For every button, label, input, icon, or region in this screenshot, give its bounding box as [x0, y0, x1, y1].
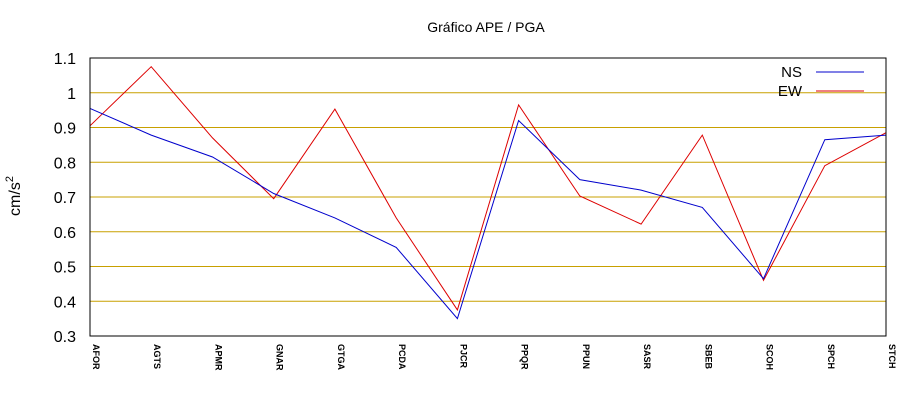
y-axis-label: cm/s2	[4, 176, 24, 216]
x-tick-label: PPQR	[520, 344, 530, 370]
legend: NS EW	[778, 64, 864, 100]
x-tick-label: APMR	[213, 344, 223, 371]
series-lines	[89, 65, 887, 320]
y-tick-label: 1	[67, 86, 76, 103]
x-tick-label: SCOH	[765, 344, 775, 370]
chart-title: Gráfico APE / PGA	[427, 19, 545, 35]
x-tick-label: AGTS	[152, 344, 162, 369]
grid-lines	[90, 92, 886, 302]
y-tick-label: 0.3	[54, 329, 76, 346]
y-tick-label: 1.1	[54, 51, 76, 68]
y-tick-labels: 0.3 0.4 0.5 0.6 0.7 0.8 0.9 1 1.1	[54, 51, 76, 346]
x-tick-label: SBEB	[703, 344, 713, 370]
legend-label-ew: EW	[778, 83, 803, 100]
x-tick-label: GNAR	[275, 344, 285, 371]
y-axis-label-text: cm/s	[7, 182, 24, 216]
plot-frame	[89, 57, 887, 337]
x-tick-label: SASR	[642, 344, 652, 370]
x-tick-labels: AFOR AGTS APMR GNAR GTGA PCDA PJCR PPQR PPUN SASR…	[91, 344, 897, 371]
x-tick-label: PPUN	[581, 344, 591, 369]
svg-text:cm/s2: cm/s2	[4, 176, 24, 216]
x-tick-label: GTGA	[336, 344, 346, 370]
y-tick-label: 0.9	[54, 121, 76, 138]
series-line-ew	[89, 65, 887, 312]
y-tick-label: 0.7	[54, 190, 76, 207]
y-tick-label: 0.6	[54, 225, 76, 242]
x-tick-label: SPCH	[826, 344, 836, 369]
series-line-ns	[89, 107, 887, 320]
x-tick-label: AFOR	[91, 344, 101, 370]
y-axis-label-superscript: 2	[4, 176, 16, 182]
x-tick-label: STCH	[887, 344, 897, 369]
legend-label-ns: NS	[781, 64, 802, 81]
x-tick-label: PJCR	[458, 344, 468, 369]
x-tick-label: PCDA	[397, 344, 407, 370]
y-tick-label: 0.5	[54, 260, 76, 277]
y-tick-label: 0.8	[54, 155, 76, 172]
y-tick-label: 0.4	[54, 294, 76, 311]
